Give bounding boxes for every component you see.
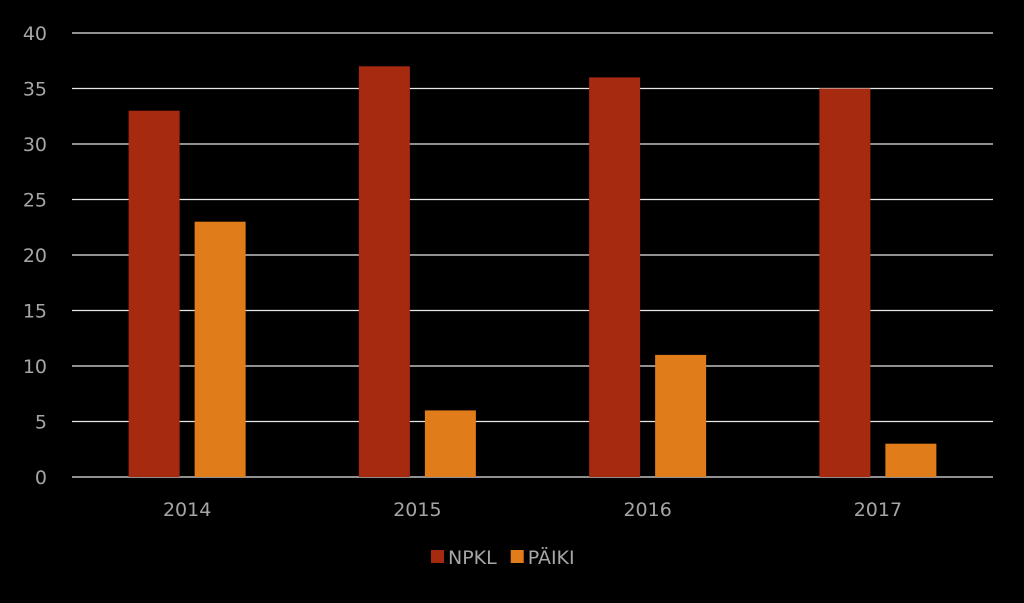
bar-npkl-2015 (358, 66, 410, 478)
x-tick-label: 2014 (163, 499, 211, 521)
bar-npkl-2017 (819, 88, 871, 477)
bar-päiki-2017 (885, 443, 937, 477)
y-tick-label: 20 (23, 245, 47, 267)
x-tick-label: 2017 (854, 499, 902, 521)
y-axis-tick-labels: 0 5 10 15 20 25 30 35 40 (23, 23, 47, 489)
x-tick-label: 2016 (623, 499, 671, 521)
y-tick-label: 15 (23, 301, 47, 323)
bar-npkl-2016 (589, 77, 641, 478)
y-tick-label: 40 (23, 23, 47, 45)
y-tick-label: 0 (35, 467, 47, 489)
bar-päiki-2016 (655, 354, 707, 477)
bar-npkl-2014 (128, 110, 180, 477)
y-tick-label: 10 (23, 356, 47, 378)
y-tick-label: 30 (23, 134, 47, 156)
x-tick-label: 2015 (393, 499, 441, 521)
legend: NPKL PÄIKI (431, 546, 575, 569)
bar-päiki-2014 (194, 221, 246, 477)
y-tick-label: 25 (23, 190, 47, 212)
legend-label-päiki: PÄIKI (528, 546, 575, 569)
legend-label-npkl: NPKL (448, 547, 497, 569)
y-tick-label: 5 (35, 412, 47, 434)
x-axis-tick-labels: 2014 2015 2016 2017 (163, 499, 902, 521)
bars (128, 66, 937, 478)
bar-päiki-2015 (424, 410, 476, 477)
legend-swatch-päiki (510, 550, 524, 563)
legend-swatch-npkl (431, 550, 444, 563)
y-tick-label: 35 (23, 79, 47, 101)
